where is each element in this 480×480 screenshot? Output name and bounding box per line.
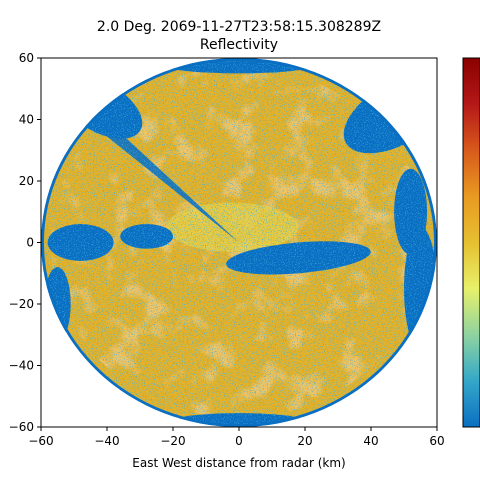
x-tick-label: 20 — [297, 434, 312, 448]
chart-title: 2.0 Deg. 2069-11-27T23:58:15.308289Z — [97, 19, 381, 35]
x-axis-ticks: −60 −40 −20 0 20 40 60 — [28, 427, 445, 448]
y-tick-label: −40 — [9, 359, 34, 373]
y-tick-label: 40 — [19, 113, 34, 127]
y-tick-label: −60 — [9, 420, 34, 434]
colorbar — [462, 57, 480, 428]
x-tick-label: 40 — [363, 434, 378, 448]
x-tick-label: −60 — [28, 434, 53, 448]
chart-subtitle: Reflectivity — [200, 37, 278, 53]
reflectivity-field — [41, 58, 437, 427]
x-tick-label: −20 — [160, 434, 185, 448]
y-axis-ticks: −60 −40 −20 0 20 40 60 — [9, 51, 41, 434]
y-tick-label: 20 — [19, 174, 34, 188]
plot-area — [41, 58, 437, 427]
x-axis-label: East West distance from radar (km) — [132, 456, 345, 470]
x-tick-label: −40 — [94, 434, 119, 448]
colorbar-gradient — [463, 58, 480, 427]
x-tick-label: 60 — [429, 434, 444, 448]
y-tick-label: 0 — [26, 236, 34, 250]
echo-speckle — [43, 60, 435, 425]
colorbar-frame — [462, 57, 480, 428]
x-tick-label: 0 — [235, 434, 243, 448]
y-tick-label: −20 — [9, 297, 34, 311]
y-tick-label: 60 — [19, 51, 34, 65]
